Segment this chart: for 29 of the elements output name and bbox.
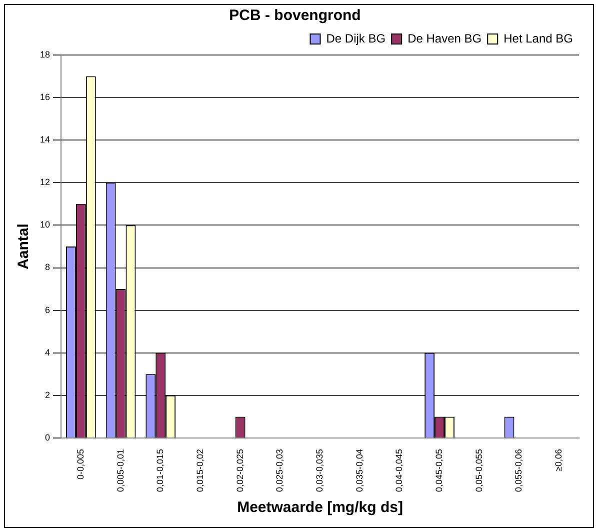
y-tick-label: 0 [44,432,50,442]
x-tick-label: 0,025-0,03 [274,448,285,492]
y-tick-label: 10 [40,220,50,230]
x-tick-label: 0,045-0,05 [434,448,444,492]
x-tick-label: 0,035-0,04 [354,448,364,492]
y-tick-label: 8 [44,262,50,272]
legend-label: Het Land BG [504,31,573,46]
y-tick-label: 6 [44,304,50,315]
y-tick-label: 12 [40,177,50,188]
x-tick-label: 0,04-0,045 [394,448,404,492]
x-tick-label: 0,005-0,01 [115,448,126,492]
legend-label: De Dijk BG [326,31,386,46]
y-tick-label: 4 [44,347,50,358]
y-tick-label: 18 [40,49,50,60]
legend-label: De Haven BG [408,31,482,46]
x-tick-label: 0-0,005 [75,448,86,480]
x-axis-title: Meetwaarde [mg/kg ds] [237,499,403,516]
y-tick-label: 16 [40,92,50,102]
x-tick-label: ≥0,06 [554,448,564,472]
chart-title: PCB - bovengrond [229,7,361,24]
y-tick-label: 14 [40,134,50,145]
y-tick-label: 2 [44,390,50,400]
y-axis-title: Aantal [15,224,32,270]
x-tick-label: 0,01-0,015 [155,448,166,492]
x-tick-label: 0,055-0,06 [514,448,524,492]
x-tick-label: 0,02-0,025 [234,448,245,492]
x-tick-label: 0,05-0,055 [474,448,484,492]
x-tick-label: 0,015-0,02 [194,448,205,492]
x-tick-label: 0,03-0,035 [314,448,324,492]
